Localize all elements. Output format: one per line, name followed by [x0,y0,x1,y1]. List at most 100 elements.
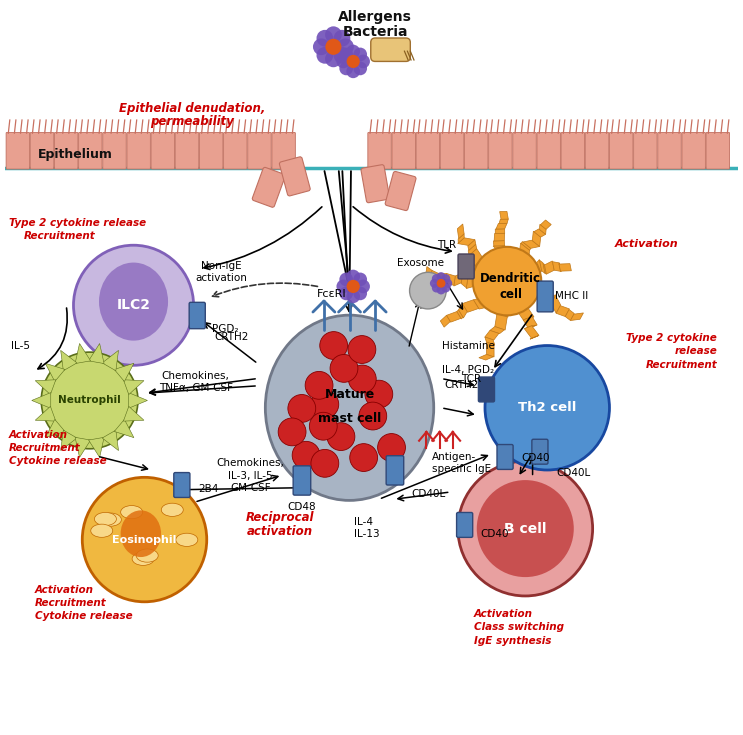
Ellipse shape [100,513,121,526]
FancyBboxPatch shape [103,132,126,169]
FancyBboxPatch shape [682,132,705,169]
Circle shape [313,38,330,55]
Text: Chemokines,: Chemokines, [162,371,230,381]
Text: Type 2 cytokine: Type 2 cytokine [626,333,717,343]
FancyBboxPatch shape [253,168,285,207]
Polygon shape [123,406,144,421]
Circle shape [346,45,360,58]
Polygon shape [525,325,536,329]
Text: Bacteria: Bacteria [343,25,408,39]
Ellipse shape [161,503,184,517]
Text: Histamine: Histamine [442,341,495,351]
Polygon shape [497,308,508,317]
Circle shape [377,434,406,462]
Ellipse shape [91,524,113,537]
Circle shape [432,274,441,283]
Circle shape [354,273,367,286]
Text: CD40: CD40 [521,453,550,462]
Circle shape [288,395,316,423]
FancyBboxPatch shape [457,512,473,537]
FancyBboxPatch shape [513,132,536,169]
Text: permeability: permeability [150,115,234,128]
Ellipse shape [94,512,117,526]
Ellipse shape [99,262,168,340]
Polygon shape [479,294,488,308]
FancyBboxPatch shape [537,281,554,312]
Text: Activation: Activation [614,240,678,249]
Polygon shape [571,313,583,320]
Polygon shape [495,313,507,330]
Polygon shape [496,223,507,229]
FancyBboxPatch shape [361,165,389,203]
Circle shape [346,65,360,78]
Polygon shape [103,351,119,370]
Polygon shape [521,242,531,250]
Polygon shape [35,406,56,421]
Text: Epithelial denudation,: Epithelial denudation, [119,101,265,115]
Text: IL-4, PGD₂: IL-4, PGD₂ [442,365,494,376]
Polygon shape [519,243,530,262]
Circle shape [350,444,377,471]
Circle shape [436,285,446,295]
Ellipse shape [132,552,154,565]
Polygon shape [559,263,561,271]
Polygon shape [543,263,546,274]
Circle shape [340,273,353,286]
Circle shape [340,62,353,75]
Polygon shape [114,363,134,381]
FancyBboxPatch shape [199,132,223,169]
Circle shape [305,371,333,399]
Text: CD40L: CD40L [556,468,590,478]
Circle shape [337,279,350,293]
Text: Non-IgE: Non-IgE [201,261,241,270]
Text: B cell: B cell [504,522,547,536]
Ellipse shape [136,549,158,562]
Circle shape [334,47,351,64]
FancyBboxPatch shape [293,466,311,495]
Text: Chemokines,: Chemokines, [217,459,285,468]
Text: release: release [675,346,717,356]
Circle shape [340,48,353,61]
Circle shape [309,412,337,440]
Polygon shape [123,380,144,395]
Polygon shape [551,295,561,313]
Circle shape [334,30,351,46]
Text: Recruitment: Recruitment [24,231,95,240]
Circle shape [359,402,386,430]
Circle shape [348,336,376,363]
Polygon shape [461,273,468,288]
Text: IgE synthesis: IgE synthesis [474,636,551,645]
Polygon shape [485,337,495,345]
Circle shape [278,418,306,446]
Polygon shape [525,326,539,338]
Circle shape [319,331,348,359]
FancyBboxPatch shape [441,132,464,169]
FancyBboxPatch shape [175,132,198,169]
Polygon shape [517,306,534,321]
Text: Exosome: Exosome [397,258,444,268]
FancyBboxPatch shape [224,132,247,169]
Circle shape [346,55,360,68]
Polygon shape [485,331,499,340]
Polygon shape [468,240,476,251]
Text: TLR: TLR [437,240,456,250]
Circle shape [337,54,350,68]
Text: Th2 cell: Th2 cell [518,401,577,415]
Text: Dendritic
cell: Dendritic cell [480,273,541,301]
Polygon shape [535,259,542,276]
Text: Recruitment: Recruitment [9,443,81,453]
FancyBboxPatch shape [6,132,30,169]
Polygon shape [75,437,91,457]
Polygon shape [75,343,91,364]
Polygon shape [61,430,77,451]
Polygon shape [474,259,489,267]
Polygon shape [490,326,504,334]
Polygon shape [553,262,561,271]
Circle shape [325,26,342,43]
Polygon shape [493,240,504,246]
Text: activation: activation [195,273,247,283]
Polygon shape [545,261,554,274]
Text: CD48: CD48 [288,502,317,512]
Text: MHC II: MHC II [555,291,588,301]
Polygon shape [61,351,77,370]
